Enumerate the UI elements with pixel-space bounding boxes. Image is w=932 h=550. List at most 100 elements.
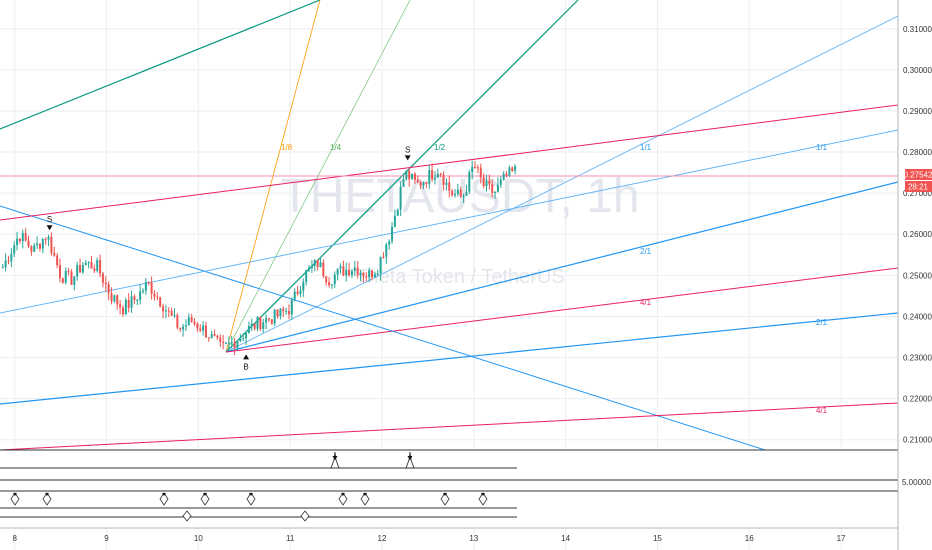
candle-body — [342, 266, 345, 276]
candle-body — [471, 166, 474, 173]
candle-body — [262, 322, 265, 329]
current-price-box — [905, 169, 932, 180]
oscillator-arrow-icon — [45, 493, 49, 496]
candle-body — [64, 270, 67, 283]
candle-body — [359, 272, 362, 276]
candle-body — [502, 173, 505, 180]
candle-body — [193, 321, 196, 324]
candle-body — [413, 173, 416, 180]
countdown-box — [905, 181, 932, 192]
oscillator-spike — [330, 451, 340, 469]
candle-body — [99, 260, 102, 274]
candle-body — [339, 266, 342, 269]
candle-body — [451, 190, 454, 196]
watermark: THETAUSDT, 1h Theta Token / TetherUS — [280, 170, 639, 288]
candle-body — [276, 309, 279, 317]
price-tick-label: 0.22000 — [903, 395, 932, 404]
candle-body — [153, 293, 156, 297]
candle-body — [514, 166, 517, 171]
candle-body — [459, 189, 462, 197]
candle-body — [310, 265, 313, 268]
fan-ray-1-1 — [225, 15, 899, 353]
price-tick-label: 0.31000 — [903, 25, 932, 34]
candle-body — [399, 186, 402, 210]
time-axis[interactable]: 8 9 10 11 12 13 14 15 16 17 — [0, 527, 898, 543]
candle-body — [468, 172, 471, 192]
candle-body — [376, 273, 379, 275]
candle-body — [101, 273, 104, 283]
candle-body — [116, 295, 119, 305]
candle-body — [439, 173, 442, 176]
candle-body — [393, 215, 396, 227]
signal-sell-2: S — [405, 145, 410, 154]
candle-body — [216, 335, 219, 338]
oscillator-arrow-icon — [443, 493, 447, 496]
candle-body — [176, 314, 179, 328]
candle-body — [333, 274, 336, 285]
oscillator-arrow-icon — [203, 493, 207, 496]
candle-body — [431, 170, 434, 180]
candle-body — [76, 265, 79, 277]
candle-body — [476, 167, 479, 169]
price-tick-label: 0.26000 — [903, 230, 932, 239]
oscillator-diamond-icon — [42, 492, 52, 506]
candle-body — [313, 260, 316, 266]
candle-body — [36, 243, 39, 246]
watermark-symbol: THETAUSDT, 1h — [280, 170, 639, 223]
candle-body — [213, 334, 216, 336]
candle-body — [453, 194, 457, 196]
price-axis[interactable]: 0.31000 0.30000 0.29000 0.28000 0.27000 0.260… — [897, 0, 932, 550]
candle-body — [287, 311, 290, 315]
candle-body — [419, 182, 422, 186]
oscillator-diamond-icon — [10, 492, 20, 506]
candle-body — [305, 270, 308, 282]
candle-body — [245, 332, 248, 338]
fan-label-2-1-b: 2/1 — [816, 318, 828, 327]
price-tick-label: 0.30000 — [903, 66, 932, 75]
candle-body — [144, 282, 147, 291]
candle-body — [356, 267, 359, 276]
signal-sell-1: S — [47, 215, 52, 224]
candle-body — [162, 306, 165, 312]
candle-body — [187, 317, 190, 326]
candle-body — [227, 342, 230, 344]
candle-body — [239, 338, 242, 342]
candle-body — [156, 296, 159, 298]
oscillator-pane — [0, 449, 898, 528]
candle-body — [173, 314, 176, 316]
time-tick-label: 10 — [194, 534, 203, 543]
time-tick-label: 16 — [745, 534, 754, 543]
candle-body — [442, 175, 445, 185]
candle-body — [365, 276, 368, 278]
fan-label-1-4: 1/4 — [330, 143, 342, 152]
trendline-green-top — [0, 0, 321, 130]
candle-body — [411, 173, 414, 180]
candle-body — [345, 269, 348, 276]
candle-body — [373, 274, 376, 278]
trendline-blue-down — [0, 205, 766, 451]
time-tick-label: 11 — [286, 534, 295, 543]
candle-body — [350, 271, 353, 276]
candle-body — [508, 167, 511, 176]
oscillator-diamond-icon — [182, 510, 192, 522]
time-tick-label: 17 — [837, 534, 846, 543]
candle-body — [230, 342, 233, 344]
candle-body — [370, 270, 373, 278]
fan-label-4-1-b: 4/1 — [816, 406, 828, 415]
candle-body — [79, 265, 82, 273]
price-tick-label: 0.27000 — [903, 189, 932, 198]
candle-body — [405, 170, 408, 180]
candle-body — [474, 166, 477, 168]
oscillator-diamond-icon — [200, 492, 210, 506]
candle-body — [47, 236, 50, 240]
candle-body — [127, 300, 130, 308]
candle-body — [90, 262, 93, 269]
candle-body — [182, 326, 185, 330]
candle-body — [84, 262, 87, 266]
oscillator-diamond-icon — [159, 492, 169, 506]
candle-body — [33, 245, 36, 252]
candle-body — [110, 293, 113, 302]
candle-body — [164, 310, 167, 312]
candle-body — [402, 179, 405, 187]
